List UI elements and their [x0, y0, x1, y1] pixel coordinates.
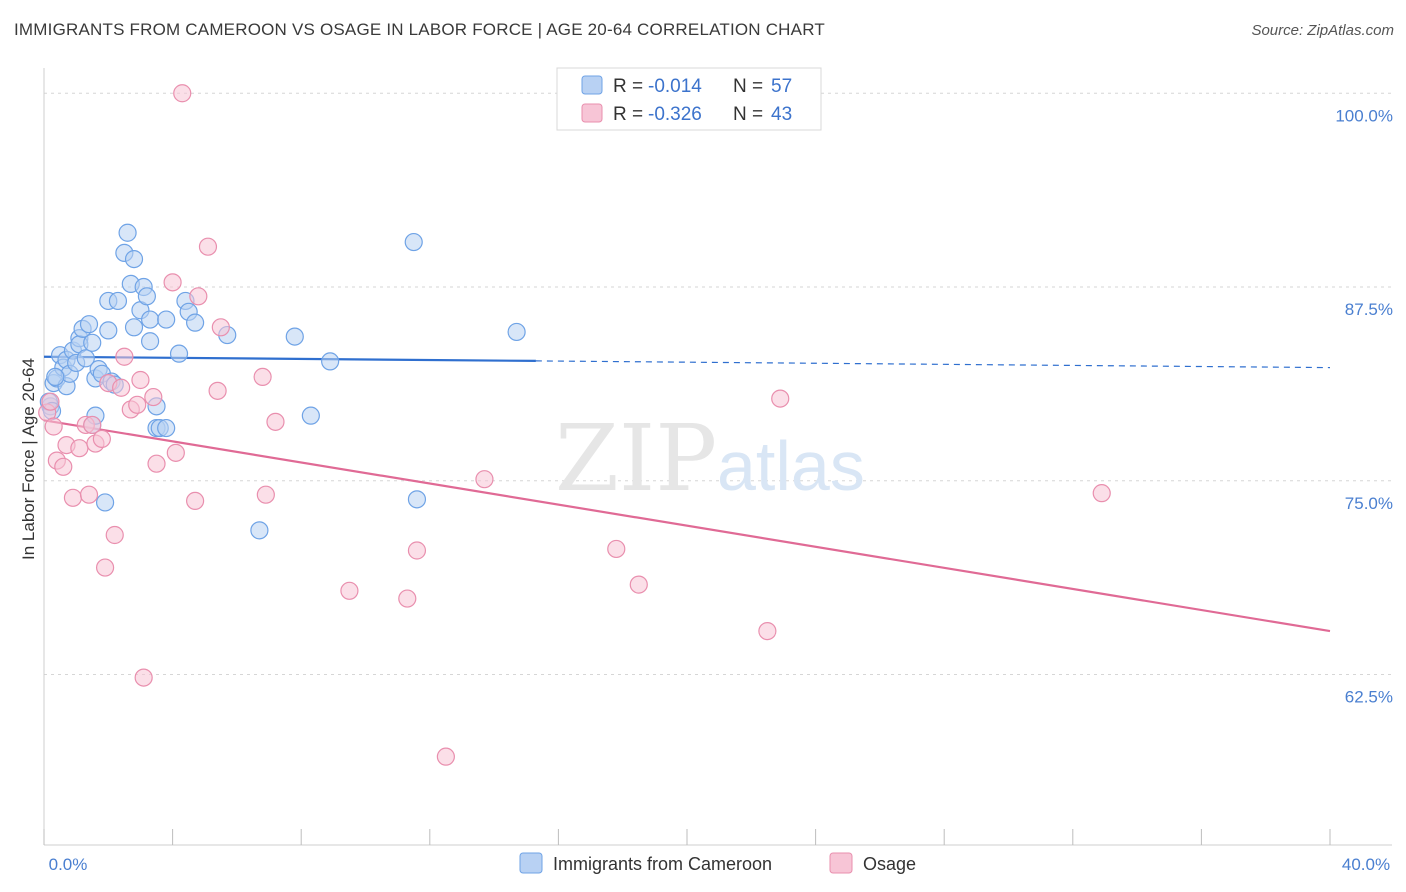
osage-point	[44, 417, 63, 436]
cameroon-point	[79, 315, 99, 334]
osage-point	[95, 558, 115, 577]
osage-point	[189, 287, 208, 306]
legend-r-label-2: R =	[613, 104, 643, 125]
osage-point	[253, 367, 272, 386]
osage-point	[70, 439, 89, 458]
legend-r-value-2: -0.326	[648, 104, 702, 125]
osage-point	[105, 525, 124, 545]
cameroon-point	[83, 333, 102, 352]
cameroon-point	[404, 232, 423, 252]
osage-point	[163, 273, 182, 292]
cameroon-point	[46, 367, 65, 386]
cameroon-point	[124, 250, 144, 269]
osage-trend-line	[43, 419, 1331, 633]
points-layer	[38, 84, 1111, 766]
y-tick-label: 100.0%	[1335, 106, 1393, 125]
legend-swatch-cameroon	[581, 75, 603, 95]
cameroon-point	[285, 327, 304, 346]
cameroon-point	[321, 352, 340, 371]
bottom-legend-swatch-osage	[829, 852, 853, 874]
legend-n-label-1: N =	[733, 76, 763, 97]
legend-n-label-2: N =	[733, 104, 763, 125]
cameroon-point	[108, 291, 128, 311]
osage-point	[475, 470, 494, 489]
axes-layer: 62.5% 75.0% 87.5% 100.0% 0.0% 40.0%	[43, 68, 1393, 874]
y-tick-label: 62.5%	[1345, 688, 1393, 707]
cameroon-point	[157, 310, 176, 329]
chart-source: Source: ZipAtlas.com	[1251, 22, 1394, 39]
legend-r-value-1: -0.014	[648, 76, 702, 97]
y-tick-label: 75.0%	[1345, 494, 1393, 513]
osage-point	[147, 454, 166, 473]
chart-title: IMMIGRANTS FROM CAMEROON VS OSAGE IN LAB…	[14, 20, 825, 39]
osage-point	[83, 415, 102, 435]
osage-point	[436, 747, 455, 766]
osage-point	[629, 575, 648, 594]
legend-swatch-osage	[581, 103, 603, 123]
cameroon-point	[186, 313, 205, 332]
cameroon-point	[118, 223, 137, 242]
osage-point	[92, 429, 111, 448]
legend-n-value-2: 43	[771, 104, 792, 125]
watermark: ZIP atlas	[555, 405, 865, 512]
cameroon-point	[95, 493, 115, 512]
osage-point	[340, 581, 359, 600]
cameroon-point	[140, 332, 160, 351]
osage-point	[1092, 484, 1111, 503]
cameroon-point	[137, 287, 156, 306]
top-legend: R = -0.014 N = 57 R = -0.326 N = 43	[556, 67, 822, 131]
osage-point	[398, 589, 417, 608]
osage-point	[112, 378, 131, 397]
cameroon-point	[507, 322, 526, 342]
osage-point	[186, 491, 205, 510]
osage-point	[54, 457, 73, 476]
cameroon-point	[99, 321, 118, 340]
bottom-legend: Immigrants from Cameroon Osage	[519, 852, 916, 874]
cameroon-point	[124, 318, 144, 337]
watermark-atlas: atlas	[717, 427, 865, 505]
osage-point	[41, 392, 60, 411]
cameroon-trend-line-extension	[535, 360, 1331, 369]
cameroon-point	[250, 521, 269, 540]
x-tick-label-max: 40.0%	[1342, 855, 1390, 874]
bottom-legend-label-cameroon: Immigrants from Cameroon	[553, 854, 772, 874]
osage-point	[134, 668, 153, 687]
cameroon-point	[169, 344, 189, 363]
cameroon-point	[157, 418, 176, 438]
osage-point	[128, 395, 147, 414]
osage-point	[131, 370, 150, 390]
bottom-legend-label-osage: Osage	[863, 854, 916, 874]
osage-point	[407, 541, 427, 560]
osage-point	[115, 347, 134, 366]
bottom-legend-swatch-cameroon	[519, 852, 543, 874]
cameroon-point	[301, 406, 320, 425]
osage-point	[211, 318, 230, 337]
y-tick-label: 87.5%	[1345, 300, 1393, 319]
osage-point	[166, 443, 185, 462]
osage-point	[79, 485, 99, 504]
y-axis-label: In Labor Force | Age 20-64	[19, 358, 38, 560]
watermark-zip: ZIP	[555, 405, 717, 512]
osage-point	[256, 485, 275, 504]
legend-n-value-1: 57	[771, 76, 792, 97]
cameroon-point	[407, 490, 427, 509]
grid-layer	[44, 92, 1392, 675]
osage-point	[266, 412, 285, 431]
osage-point	[198, 237, 218, 256]
osage-point	[208, 381, 227, 400]
legend-r-label-1: R =	[613, 76, 643, 97]
osage-point	[607, 539, 626, 559]
osage-point	[771, 389, 790, 408]
osage-point	[63, 488, 83, 507]
cameroon-point	[140, 310, 160, 329]
osage-point	[758, 621, 777, 641]
osage-point	[144, 387, 163, 407]
osage-point	[173, 84, 192, 103]
x-tick-label-min: 0.0%	[49, 855, 88, 874]
cameroon-point	[76, 349, 95, 368]
